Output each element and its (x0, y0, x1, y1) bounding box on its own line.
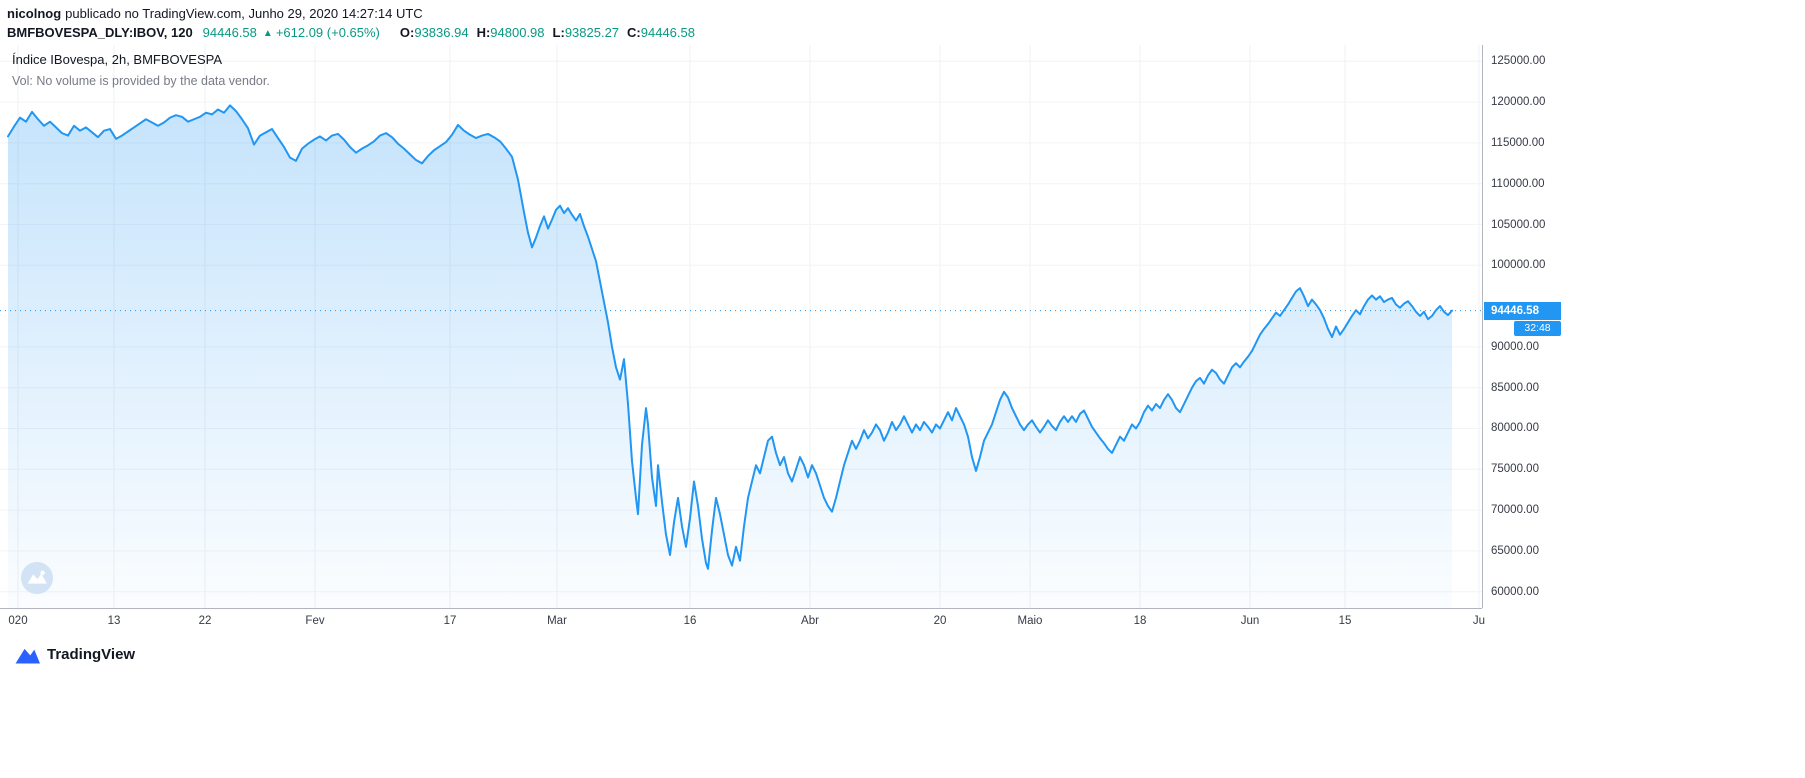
tradingview-watermark-icon (20, 561, 54, 595)
last-price: 94446.58 (202, 25, 257, 40)
series-title: Índice IBovespa, 2h, BMFBOVESPA (12, 52, 223, 67)
time-axis-label: 020 (8, 615, 28, 627)
price-axis-label: 60000.00 (1491, 586, 1539, 598)
time-axis-label: 22 (198, 615, 212, 627)
price-axis-label: 100000.00 (1491, 259, 1546, 271)
low-value: 93825.27 (564, 25, 620, 40)
time-scale[interactable]: 020 13 22 Fev 17 Mar 16 Abr 20 Maio 18 Jun 15 Ju (0, 608, 1486, 633)
price-axis-label: 75000.00 (1491, 463, 1539, 475)
price-axis-label: 110000.00 (1491, 178, 1545, 190)
time-axis-label: Jun (1240, 615, 1260, 627)
high-value: 94800.98 (490, 25, 545, 40)
footer-brand-text[interactable]: TradingView (47, 646, 136, 663)
footer-branding[interactable]: TradingView (14, 645, 135, 664)
open-value: 93836.94 (414, 25, 469, 40)
time-axis-label: Abr (801, 615, 819, 627)
open-label: O: (399, 25, 415, 40)
price-axis-label: 80000.00 (1491, 422, 1539, 434)
attribution-line: nicolnog publicado no TradingView.com, Ju… (7, 6, 423, 21)
price-axis-label: 105000.00 (1491, 219, 1546, 231)
volume-note: Vol: No volume is provided by the data v… (12, 74, 270, 88)
time-axis-label: Mar (547, 615, 567, 627)
close-value: 94446.58 (640, 25, 695, 40)
time-axis-label: 16 (683, 615, 697, 627)
time-axis-label: 18 (1133, 615, 1147, 627)
area-chart[interactable] (0, 45, 1482, 608)
price-axis-label: 125000.00 (1491, 55, 1546, 67)
chart-legend: Índice IBovespa, 2h, BMFBOVESPA Vol: No … (12, 52, 270, 88)
price-change: +612.09 (+0.65%) (275, 25, 380, 40)
high-label: H: (476, 25, 491, 40)
time-axis-label: 15 (1338, 615, 1352, 627)
tradingview-logo-icon[interactable] (14, 645, 40, 664)
low-label: L: (552, 25, 565, 40)
symbol-title: BMFBOVESPA_DLY:IBOV, 120 (7, 25, 193, 40)
up-arrow-icon: ▲ (262, 28, 273, 39)
price-axis-label: 120000.00 (1491, 96, 1546, 108)
price-axis-label: 115000.00 (1491, 137, 1545, 149)
attribution-text: publicado no TradingView.com, Junho 29, … (65, 6, 423, 21)
time-axis-label: Maio (1017, 615, 1043, 627)
time-axis-label: Fev (305, 615, 325, 627)
symbol-info-line: BMFBOVESPA_DLY:IBOV, 120 94446.58 ▲ +612.09… (7, 25, 695, 40)
price-axis-label: 65000.00 (1491, 545, 1539, 557)
time-axis-label: 17 (443, 615, 457, 627)
time-axis-label: 13 (107, 615, 121, 627)
price-axis-label: 70000.00 (1491, 504, 1539, 516)
time-axis-label: Ju (1472, 615, 1486, 627)
price-axis-label: 85000.00 (1491, 382, 1539, 394)
time-axis-label: 20 (933, 615, 947, 627)
close-label: C: (627, 25, 641, 40)
price-axis-label: 90000.00 (1491, 341, 1539, 353)
price-scale[interactable]: 94446.58 32:48 125000.00 120000.00 115000.… (1482, 45, 1593, 608)
author-name[interactable]: nicolnog (7, 6, 62, 21)
last-price-badge: 94446.58 (1484, 302, 1561, 320)
price-chart-pane[interactable]: Índice IBovespa, 2h, BMFBOVESPA Vol: No … (0, 45, 1482, 608)
bar-countdown-badge: 32:48 (1514, 321, 1561, 336)
